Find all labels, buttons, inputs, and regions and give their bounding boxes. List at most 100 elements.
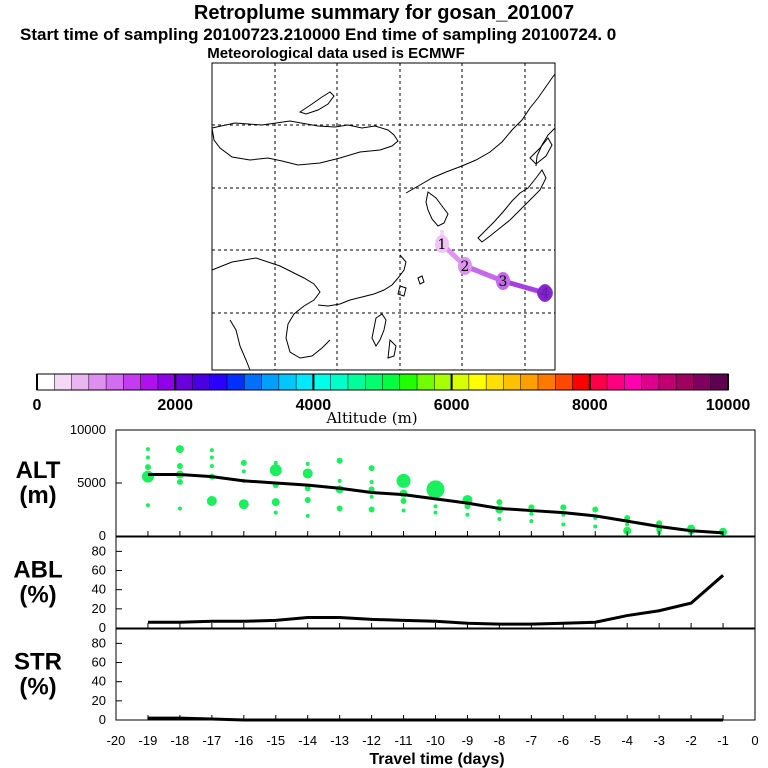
y-tick-label: 5000 (77, 475, 106, 490)
altitude-particle-point (145, 447, 150, 452)
colorbar-swatch (451, 373, 470, 391)
colorbar-swatch (295, 373, 315, 391)
track-marker (458, 257, 472, 275)
y-tick-label: 0 (99, 528, 106, 543)
x-axis-label: Travel time (days) (369, 751, 504, 768)
altitude-particle-point (240, 459, 247, 466)
x-tick-label: -8 (494, 733, 506, 748)
colorbar-tick-label: 4000 (296, 397, 332, 414)
colorbar-swatch (520, 373, 539, 391)
colorbar-swatch (261, 373, 280, 391)
y-tick-label: 10000 (70, 422, 106, 437)
colorbar-tick-label: 8000 (572, 397, 608, 414)
altitude-particle-point (400, 498, 407, 505)
altitude-particle-point (304, 496, 311, 503)
y-axis-label: STR (14, 649, 62, 676)
colorbar-swatch (244, 373, 263, 391)
track-marker (435, 235, 449, 253)
altitude-particle-point (209, 448, 214, 453)
x-tick-label: -20 (107, 733, 126, 748)
altitude-particle-point (560, 504, 567, 511)
colorbar-swatch (278, 373, 297, 391)
altitude-particle-point (592, 506, 599, 513)
colorbar-swatch (382, 373, 401, 391)
altitude-particle-point (273, 510, 278, 515)
y-tick-label: 80 (92, 635, 106, 650)
altitude-particle-point (433, 510, 438, 515)
coastlines (211, 73, 556, 371)
colorbar-tick-label: 6000 (434, 397, 470, 414)
x-tick-label: -4 (621, 733, 633, 748)
track-marker (496, 272, 510, 290)
map-frame (211, 62, 556, 371)
x-tick-label: -12 (362, 733, 381, 748)
y-axis-unit: (m) (19, 482, 56, 509)
altitude-particle-point (528, 504, 535, 511)
altitude-particle-point (271, 498, 280, 507)
map-panel: 1234 (211, 62, 556, 371)
altitude-particle-point (145, 455, 150, 460)
colorbar-swatch (537, 373, 556, 391)
series-line-alt (147, 473, 724, 535)
colorbar-swatch (330, 373, 349, 391)
colorbar-swatch (572, 373, 591, 391)
colorbar-swatch (209, 373, 228, 391)
colorbar-swatch (347, 373, 366, 391)
altitude-particle-point (529, 519, 534, 524)
y-tick-label: 40 (92, 582, 106, 597)
y-tick-label: 20 (92, 693, 106, 708)
y-axis-unit: (%) (19, 674, 56, 701)
colorbar-swatch (36, 373, 56, 391)
y-axis-unit: (%) (19, 582, 56, 609)
retroplume-track: 1234 (435, 230, 553, 302)
altitude-colorbar (36, 373, 729, 391)
altitude-particle-point (625, 522, 630, 527)
altitude-particle-point (561, 522, 566, 527)
colorbar-swatch (123, 373, 142, 391)
altitude-particle-point (305, 513, 310, 518)
x-tick-label: -17 (202, 733, 221, 748)
track-label: 2 (461, 259, 470, 275)
altitude-particle-point (465, 512, 470, 517)
y-tick-label: 60 (92, 655, 106, 670)
altitude-particle-point (337, 478, 342, 483)
x-tick-label: -6 (558, 733, 570, 748)
altitude-particle-point (304, 485, 311, 492)
colorbar-swatch (606, 373, 626, 391)
colorbar-swatch (675, 373, 695, 391)
x-tick-label: -15 (266, 733, 285, 748)
colorbar-swatch (485, 373, 505, 391)
colorbar-tick-label: 0 (33, 397, 42, 414)
colorbar-swatch (555, 373, 574, 391)
colorbar-swatch (693, 373, 712, 391)
track-endpoint (537, 285, 553, 301)
altitude-particle-point (141, 470, 154, 483)
colorbar-label: Altitude (m) (325, 409, 417, 427)
colorbar-swatch (641, 373, 660, 391)
altitude-particle-point (497, 517, 502, 522)
x-tick-label: -3 (653, 733, 665, 748)
x-tick-label: -14 (298, 733, 317, 748)
altitude-particle-point (175, 445, 184, 454)
altitude-particle-point (144, 464, 151, 471)
x-tick-label: -9 (462, 733, 474, 748)
series-line-abl (147, 574, 725, 626)
colorbar-swatch (416, 373, 436, 391)
altitude-particle-point (593, 524, 598, 529)
altitude-particle-point (368, 465, 375, 472)
x-tick-label: -19 (139, 733, 158, 748)
chart-title: Retroplume summary for gosan_201007 (193, 2, 575, 24)
colorbar-swatch (192, 373, 211, 391)
panel-frame (115, 536, 756, 629)
colorbar-swatch (364, 373, 384, 391)
altitude-particle-point (176, 463, 183, 470)
altitude-particle-point (426, 480, 445, 499)
y-tick-label: 80 (92, 543, 106, 558)
y-tick-label: 20 (92, 601, 106, 616)
altitude-particle-point (176, 478, 183, 485)
altitude-particle-point (206, 496, 217, 507)
sampling-times: Start time of sampling 20100723.210000 E… (20, 25, 617, 44)
colorbar-swatch (140, 373, 159, 391)
altitude-particle-point (336, 505, 343, 512)
colorbar-swatch (88, 373, 107, 391)
